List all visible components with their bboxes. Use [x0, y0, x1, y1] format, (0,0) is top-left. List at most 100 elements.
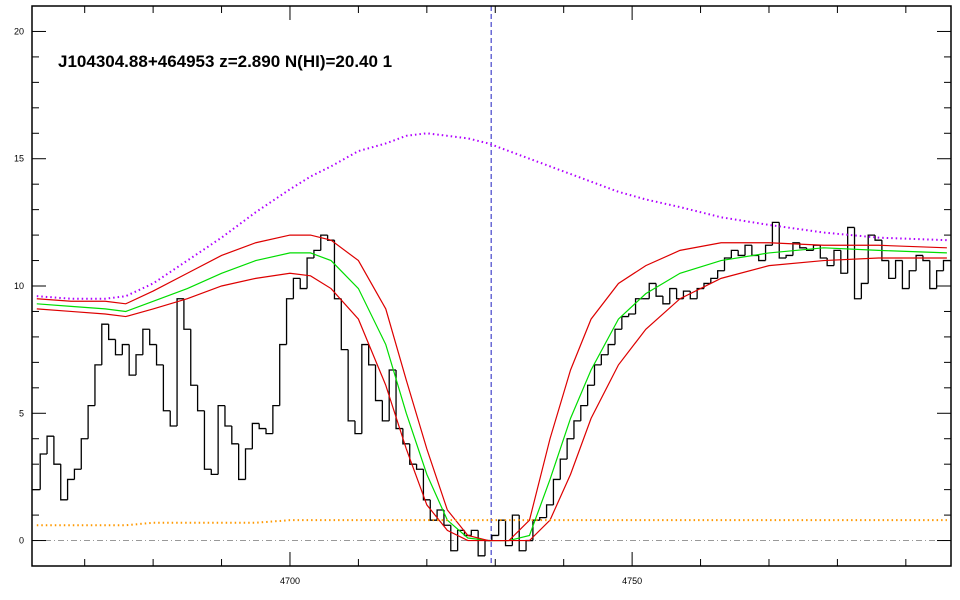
flux-step: [539, 516, 547, 521]
dotted-curve: [36, 132, 947, 300]
flux-step: [922, 255, 930, 262]
flux-step: [456, 529, 465, 551]
flux-step: [354, 420, 362, 435]
flux-step: [737, 250, 746, 257]
y-tick-label: 15: [14, 154, 24, 164]
flux-step: [169, 410, 178, 427]
flux-step: [545, 504, 554, 518]
flux-step: [155, 344, 164, 366]
flux-step: [867, 234, 876, 284]
flux-step: [66, 478, 75, 500]
flux-step: [607, 343, 616, 355]
flux-step: [682, 290, 691, 299]
flux-step: [340, 298, 349, 351]
flux-step: [217, 404, 225, 475]
chart-title: J104304.88+464953 z=2.890 N(HI)=20.40 1: [58, 52, 392, 71]
x-tick-label: 4700: [280, 576, 300, 586]
flux-step: [511, 514, 520, 546]
flux-step: [244, 448, 253, 480]
flux-step: [415, 464, 424, 470]
flux-step: [758, 255, 766, 262]
flux-step: [114, 339, 123, 356]
flux-step: [860, 282, 869, 299]
y-tick-label: 5: [19, 408, 24, 418]
flux-step: [648, 282, 657, 299]
flux-step: [805, 247, 814, 252]
flux-step: [470, 529, 479, 536]
flux-step: [785, 254, 793, 258]
flux-step: [669, 287, 677, 304]
flux-step: [730, 249, 739, 258]
flux-step: [429, 499, 438, 521]
flux-step: [210, 469, 219, 476]
y-tick-label: 10: [14, 281, 24, 291]
flux-step: [333, 240, 342, 300]
flux-step: [593, 364, 602, 386]
flux-step: [901, 260, 910, 290]
flux-step: [744, 244, 752, 256]
flux-step: [764, 244, 773, 261]
model-curve: [36, 257, 947, 542]
flux-step: [450, 525, 458, 552]
flux-step: [915, 254, 923, 271]
flux-step: [94, 364, 102, 406]
flux-step: [402, 428, 410, 445]
flux-step: [498, 519, 506, 536]
flux-step: [135, 354, 143, 376]
flux-step: [888, 260, 896, 280]
flux-step: [238, 443, 246, 481]
flux-step: [326, 235, 335, 241]
flux-step: [347, 349, 355, 422]
y-tick-label: 20: [14, 26, 24, 36]
x-tick-label: 4750: [622, 576, 642, 586]
flux-step: [600, 354, 609, 365]
flux-step: [279, 343, 287, 406]
flux-step: [614, 328, 622, 345]
flux-step: [586, 384, 595, 406]
flux-step: [929, 260, 937, 290]
flux-step: [566, 438, 574, 460]
flux-step: [190, 329, 198, 386]
flux-step: [203, 410, 212, 470]
flux-step: [251, 422, 260, 449]
flux-step: [285, 298, 294, 345]
flux-step: [368, 344, 376, 366]
flux-step: [874, 235, 882, 241]
flux-step: [559, 458, 568, 480]
flux-step: [101, 323, 109, 365]
flux-step: [894, 259, 903, 279]
flux-step: [258, 423, 267, 430]
flux-step: [422, 469, 431, 501]
flux-step: [573, 420, 581, 439]
flux-step: [361, 343, 369, 434]
flux-step: [224, 405, 232, 427]
flux-step: [39, 453, 48, 490]
flux-step: [128, 344, 137, 376]
model-curve: [36, 234, 947, 542]
flux-step: [306, 257, 314, 289]
flux-step: [717, 270, 725, 279]
flux-step: [935, 270, 944, 289]
flux-step: [162, 364, 171, 412]
flux-step: [272, 404, 280, 434]
flux-step: [320, 234, 328, 251]
flux-step: [121, 343, 130, 355]
flux-step: [80, 438, 89, 470]
flux-step: [491, 534, 499, 541]
flux-step: [662, 296, 670, 305]
flux-step: [313, 249, 321, 258]
flux-step: [46, 435, 54, 454]
flux-step: [265, 428, 273, 435]
flux-step: [196, 385, 205, 412]
flux-step: [771, 221, 780, 246]
flux-step: [778, 222, 787, 259]
plot-area: [32, 6, 951, 566]
flux-step: [908, 270, 917, 289]
flux-step: [580, 404, 588, 421]
flux-step: [299, 278, 308, 290]
y-tick-label: 0: [19, 536, 24, 546]
dotted-curve: [36, 519, 947, 527]
flux-step: [53, 436, 61, 465]
